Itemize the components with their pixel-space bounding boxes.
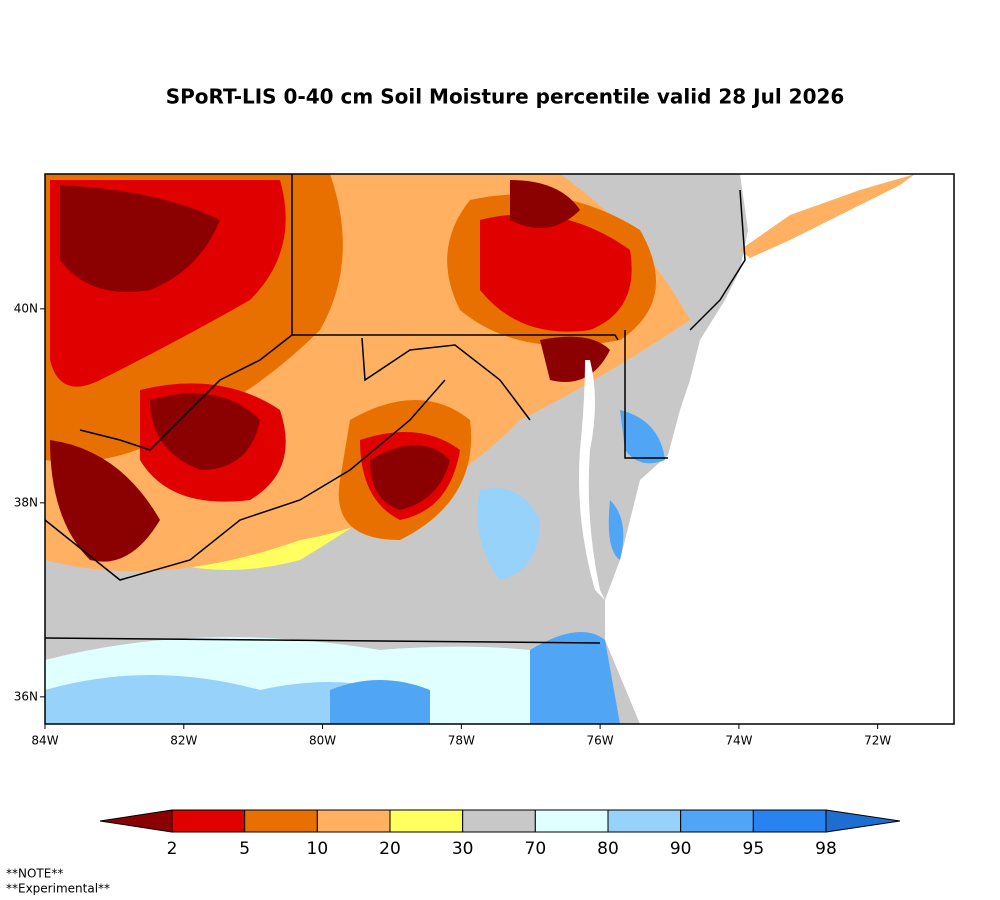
state-borders bbox=[45, 174, 746, 644]
colorbar-box bbox=[389, 809, 464, 833]
colorbar-label: 5 bbox=[239, 839, 250, 859]
colorbar-under bbox=[99, 809, 173, 833]
axes: 84W 82W 80W 78W 76W 74W 72W 36N 38N 40N bbox=[14, 301, 892, 747]
colorbar-over bbox=[825, 809, 901, 833]
map-field bbox=[45, 174, 954, 724]
chesapeake-bay bbox=[579, 360, 605, 600]
colorbar-label: 90 bbox=[670, 839, 692, 859]
x-tick-label: 84W bbox=[31, 734, 58, 748]
colorbar-label: 70 bbox=[525, 839, 547, 859]
x-tick-label: 78W bbox=[448, 734, 475, 748]
y-tick-label: 38N bbox=[14, 495, 38, 509]
colorbar-box bbox=[462, 809, 536, 833]
note: **NOTE** bbox=[6, 867, 63, 881]
map-frame bbox=[44, 173, 955, 725]
x-tick-label: 72W bbox=[864, 734, 891, 748]
x-tick-label: 80W bbox=[309, 734, 336, 748]
colorbar-box bbox=[680, 809, 754, 833]
colorbar: 2 5 10 20 30 70 80 90 95 98 bbox=[99, 809, 901, 859]
colorbar-box bbox=[244, 809, 318, 833]
note: **Experimental** bbox=[6, 882, 110, 896]
map-title: SPoRT-LIS 0-40 cm Soil Moisture percenti… bbox=[166, 85, 845, 109]
colorbar-label: 10 bbox=[307, 839, 329, 859]
colorbar-box bbox=[607, 809, 682, 833]
colorbar-label: 20 bbox=[379, 839, 401, 859]
soil-light-blue bbox=[45, 488, 540, 724]
colorbar-box bbox=[752, 809, 827, 833]
colorbar-label: 95 bbox=[743, 839, 765, 859]
y-tick-label: 36N bbox=[14, 689, 38, 703]
colorbar-label: 80 bbox=[597, 839, 619, 859]
colorbar-label: 98 bbox=[815, 839, 837, 859]
x-tick-label: 74W bbox=[725, 734, 752, 748]
colorbar-box bbox=[171, 809, 246, 833]
x-tick-label: 82W bbox=[170, 734, 197, 748]
x-tick-label: 76W bbox=[587, 734, 614, 748]
colorbar-box bbox=[534, 809, 609, 833]
colorbar-label: 30 bbox=[452, 839, 474, 859]
colorbar-label: 2 bbox=[167, 839, 178, 859]
long-island bbox=[740, 174, 915, 258]
colorbar-box bbox=[316, 809, 391, 833]
soil-dark-red bbox=[50, 180, 610, 562]
soil-blue bbox=[330, 410, 665, 724]
y-tick-label: 40N bbox=[14, 301, 38, 315]
